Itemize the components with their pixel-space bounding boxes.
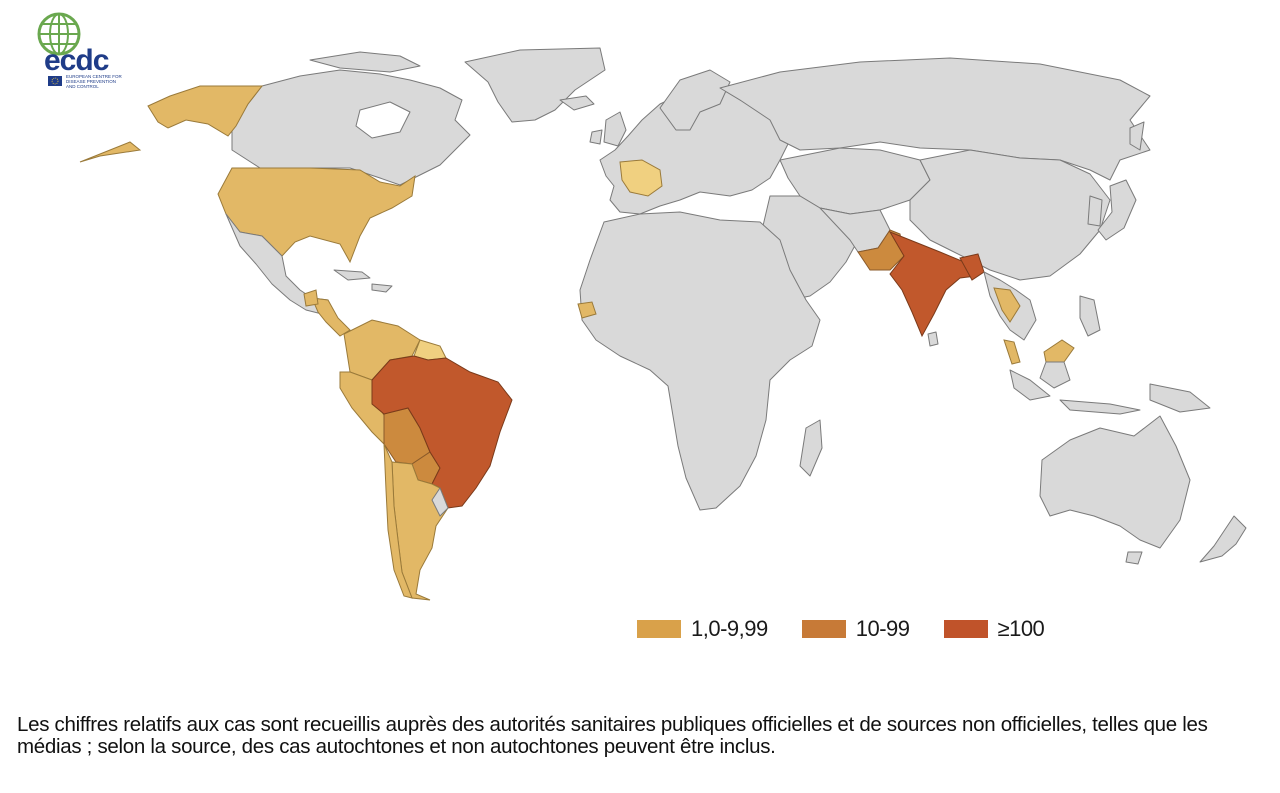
ecdc-tagline-2: DISEASE PREVENTION: [66, 79, 117, 84]
legend-item-high: ≥100: [943, 616, 1045, 642]
malaysia-borneo: [1043, 339, 1075, 363]
legend-swatch-medium: [801, 620, 846, 638]
alaska: [147, 85, 264, 137]
legend-item-low: 1,0-9,99: [637, 616, 768, 642]
indonesia-borneo: [1039, 361, 1071, 389]
map-legend: 1,0-9,99 10-99 ≥100: [637, 614, 1078, 644]
ecdc-logo-icon: [37, 12, 81, 86]
world-map: [79, 47, 1247, 601]
russia: [719, 57, 1151, 181]
indonesia: [1009, 369, 1051, 401]
africa: [579, 211, 821, 511]
central-asia: [779, 147, 931, 215]
ecdc-logo: ecdc EUROPEAN CENTRE FOR DISEASE PREVENT…: [26, 10, 126, 92]
west-africa-highlight: [577, 301, 597, 319]
legend-item-medium: 10-99: [801, 616, 910, 642]
footnote: Les chiffres relatifs aux cas sont recue…: [17, 713, 1208, 758]
legend-swatch-low: [637, 620, 681, 638]
new-zealand: [1199, 515, 1247, 563]
madagascar: [799, 419, 823, 477]
korea: [1087, 195, 1103, 227]
ecdc-tagline-3: AND CONTROL: [66, 84, 99, 89]
uruguay: [431, 487, 449, 517]
uk: [603, 111, 627, 147]
france: [619, 159, 663, 197]
philippines: [1079, 295, 1101, 337]
canada: [231, 69, 471, 186]
legend-label-low: 1,0-9,99: [691, 616, 768, 641]
sri-lanka: [927, 331, 939, 347]
legend-label-high: ≥100: [997, 616, 1045, 641]
greenland: [464, 47, 606, 123]
tasmania: [1125, 551, 1143, 565]
brazil: [371, 355, 513, 509]
ecdc-wordmark: ecdc: [44, 44, 109, 77]
legend-label-medium: 10-99: [855, 616, 910, 641]
ecdc-tagline-1: EUROPEAN CENTRE FOR: [66, 74, 122, 79]
china: [909, 149, 1111, 281]
thailand: [993, 287, 1021, 323]
malaysia: [1003, 339, 1021, 365]
india: [888, 230, 979, 338]
legend-swatch-high: [943, 620, 988, 638]
chile: [383, 443, 413, 599]
new-guinea: [1149, 383, 1211, 413]
australia: [1039, 415, 1191, 549]
japan: [1097, 179, 1137, 241]
